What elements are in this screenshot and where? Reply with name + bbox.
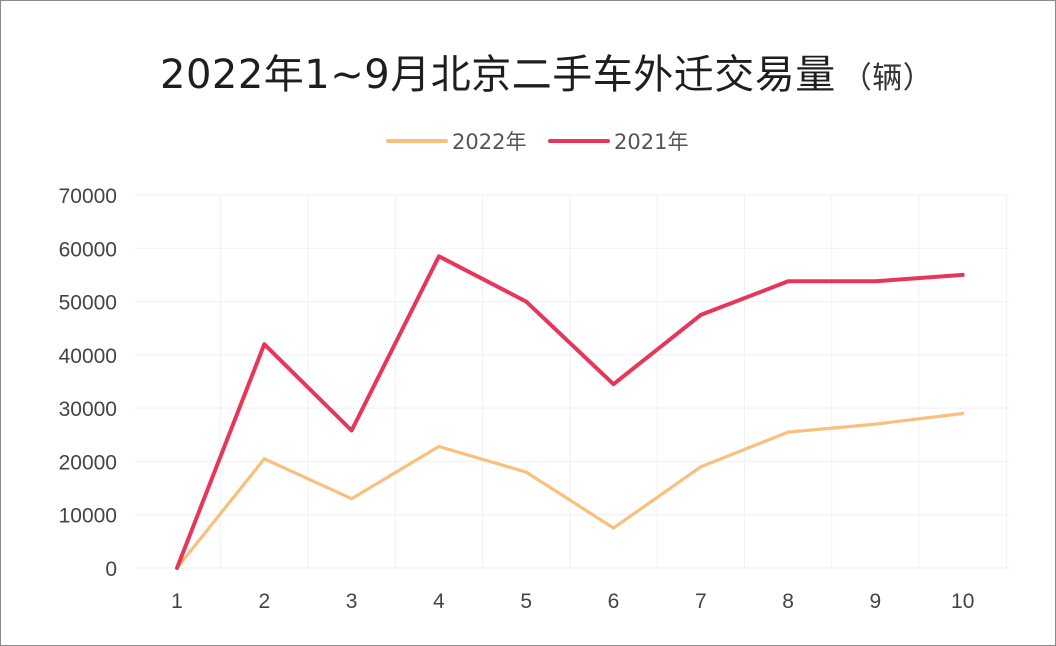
data-point [524,300,528,304]
x-tick-label: 10 [951,590,974,613]
data-point [175,566,179,570]
x-tick-label: 7 [695,590,707,613]
chart-unit: （辆） [841,61,934,96]
y-tick-label: 30000 [59,398,117,421]
series-line [175,254,965,570]
legend-label: 2022年 [452,130,526,154]
y-tick-label: 70000 [59,185,117,208]
data-point [612,526,615,530]
y-tick-label: 20000 [59,451,117,474]
data-point [262,342,266,346]
data-point [786,279,790,283]
x-tick-label: 9 [870,590,882,613]
data-point [612,382,615,386]
x-tick-label: 8 [782,590,794,613]
data-point [262,457,266,461]
chart-title-text: 2022年1~9月北京二手车外迁交易量 [160,52,836,98]
x-tick-label: 1 [171,590,183,613]
y-tick-label: 50000 [59,292,117,315]
x-tick-label: 6 [608,590,620,613]
legend-label: 2021年 [614,130,688,154]
chart-title: 2022年1~9月北京二手车外迁交易量 （辆） [160,42,933,100]
data-point [873,279,877,283]
data-point [437,254,441,258]
data-point [961,411,965,415]
data-point [699,465,703,469]
y-tick-label: 10000 [59,505,117,528]
data-point [961,273,965,277]
data-point [437,445,441,449]
data-point [524,470,528,474]
y-tick-label: 40000 [59,345,117,368]
x-tick-label: 5 [520,590,532,613]
data-point [786,430,790,434]
x-tick-label: 3 [346,590,358,613]
y-tick-label: 0 [105,558,117,581]
data-point [873,422,877,426]
x-tick-label: 2 [258,590,270,613]
data-point [350,429,354,433]
series-line [175,411,965,570]
x-tick-label: 4 [433,590,445,613]
y-tick-label: 60000 [59,238,117,261]
data-point [699,313,703,317]
data-point [350,497,354,501]
